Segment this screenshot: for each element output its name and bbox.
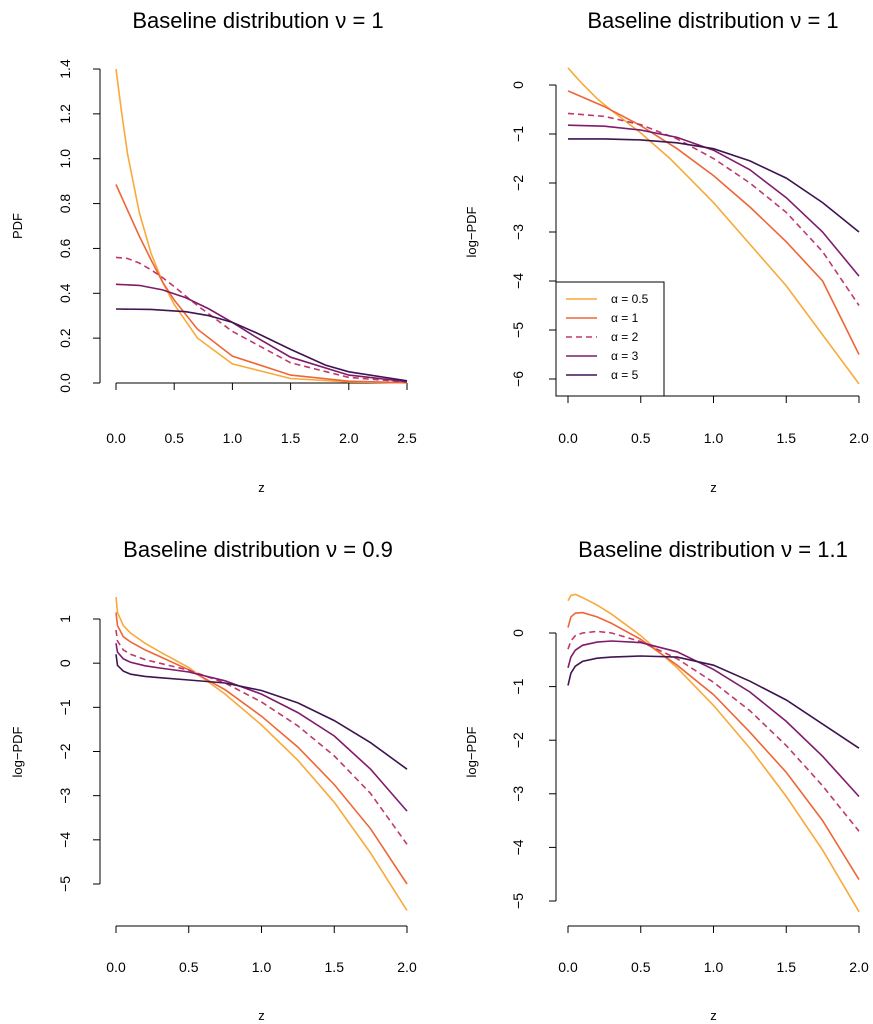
series-line-alpha-1 <box>567 611 860 881</box>
x-tick-label: 2.5 <box>397 430 417 446</box>
y-axis-label: log−PDF <box>464 726 479 777</box>
series-line-alpha-5 <box>568 138 860 233</box>
series-line-alpha-5 <box>115 308 408 382</box>
y-tick-label: 1 <box>57 615 73 623</box>
y-tick-label: −1 <box>57 699 73 715</box>
x-tick-label: 0.5 <box>631 430 651 446</box>
y-axis-label: log−PDF <box>10 726 25 777</box>
y-tick-label: −2 <box>57 743 73 759</box>
legend-entry: α = 2 <box>611 330 639 344</box>
series-line-alpha-2 <box>115 629 408 845</box>
y-tick-label: 0.8 <box>57 194 73 214</box>
y-tick-label: −3 <box>510 224 526 240</box>
x-tick-label: 0.0 <box>106 959 126 975</box>
y-tick-label: −3 <box>57 787 73 803</box>
y-tick-label: −1 <box>510 678 526 694</box>
series-line-alpha-0-5 <box>567 67 860 385</box>
y-tick-label: 0.2 <box>57 328 73 348</box>
x-tick-label: 1.0 <box>252 959 272 975</box>
x-tick-label: 2.0 <box>397 959 417 975</box>
y-tick-label: −5 <box>510 893 526 909</box>
y-tick-label: −4 <box>510 273 526 289</box>
legend-box <box>555 281 665 397</box>
legend-entry: α = 5 <box>611 368 639 382</box>
series-line-alpha-3 <box>115 643 408 812</box>
chart-title: Baseline distribution ν = 1.1 <box>578 537 848 562</box>
x-tick-label: 1.5 <box>281 430 301 446</box>
chart-title: Baseline distribution ν = 1 <box>587 8 838 33</box>
y-tick-label: 1.4 <box>57 59 73 79</box>
x-tick-label: 0.0 <box>106 430 126 446</box>
series-line-alpha-5 <box>115 654 408 770</box>
y-tick-label: 0.6 <box>57 238 73 258</box>
chart-title: Baseline distribution ν = 0.9 <box>123 537 393 562</box>
x-tick-label: 2.0 <box>849 430 869 446</box>
panel-bottom-right: Baseline distribution ν = 1.1 0.0 0.5 1.0 1.… <box>464 537 869 1023</box>
series-line-alpha-3 <box>115 283 408 383</box>
y-tick-label: −4 <box>510 839 526 855</box>
x-tick-label: 0.0 <box>558 959 578 975</box>
series-line-alpha-2 <box>567 630 860 832</box>
legend-entry: α = 1 <box>611 311 639 325</box>
x-tick-label: 2.0 <box>849 959 869 975</box>
series-line-alpha-2 <box>567 112 860 306</box>
x-tick-label: 2.0 <box>339 430 359 446</box>
panel-top-right: Baseline distribution ν = 1 0.0 0.5 1.0 1.5 2… <box>464 8 869 495</box>
series-line-alpha-0-5 <box>567 593 860 913</box>
series-line-alpha-2 <box>115 256 408 383</box>
x-tick-label: 1.0 <box>704 430 724 446</box>
x-axis-label: z <box>710 1008 717 1023</box>
x-tick-label: 0.5 <box>179 959 199 975</box>
legend-entry: α = 3 <box>611 349 639 363</box>
series-line-alpha-3 <box>567 640 860 798</box>
y-tick-label: 0.4 <box>57 283 73 303</box>
y-tick-label: 1.0 <box>57 149 73 169</box>
y-tick-label: −1 <box>510 126 526 142</box>
x-axis-label: z <box>258 480 265 495</box>
x-axis-label: z <box>258 1008 265 1023</box>
y-tick-label: 1.2 <box>57 104 73 124</box>
panel-bottom-left: Baseline distribution ν = 0.9 0.0 0.5 1.0 1.… <box>10 537 417 1023</box>
y-tick-label: 0 <box>57 659 73 667</box>
y-axis-label: PDF <box>10 213 25 239</box>
x-tick-label: 1.5 <box>777 430 797 446</box>
y-tick-label: −5 <box>57 876 73 892</box>
x-tick-label: 0.0 <box>558 430 578 446</box>
x-tick-label: 0.5 <box>631 959 651 975</box>
y-tick-label: 0 <box>510 629 526 637</box>
x-tick-label: 1.5 <box>325 959 345 975</box>
y-tick-label: −4 <box>57 832 73 848</box>
panel-top-left: Baseline distribution ν = 1 0.0 0.5 1.0 1.5 2… <box>10 8 417 495</box>
legend-entry: α = 0.5 <box>611 292 649 306</box>
chart-title: Baseline distribution ν = 1 <box>132 8 383 33</box>
y-tick-label: −2 <box>510 732 526 748</box>
x-axis-label: z <box>710 480 717 495</box>
series-line-alpha-1 <box>115 184 408 384</box>
y-tick-label: −6 <box>510 371 526 387</box>
y-tick-label: 0.0 <box>57 373 73 393</box>
series-line-alpha-1 <box>567 90 860 355</box>
x-tick-label: 1.0 <box>223 430 243 446</box>
x-tick-label: 0.5 <box>164 430 184 446</box>
series-line-alpha-3 <box>567 124 860 277</box>
x-tick-label: 1.0 <box>704 959 724 975</box>
x-tick-label: 1.5 <box>777 959 797 975</box>
y-tick-label: 0 <box>510 81 526 89</box>
series-line-alpha-0-5 <box>115 68 408 384</box>
legend: α = 0.5 α = 1 α = 2 α = 3 α = 5 <box>555 281 665 397</box>
y-axis-label: log−PDF <box>464 206 479 257</box>
y-tick-label: −3 <box>510 786 526 802</box>
y-tick-label: −2 <box>510 175 526 191</box>
series-line-alpha-5 <box>567 655 860 749</box>
series-line-alpha-0-5 <box>115 596 408 911</box>
y-tick-label: −5 <box>510 322 526 338</box>
